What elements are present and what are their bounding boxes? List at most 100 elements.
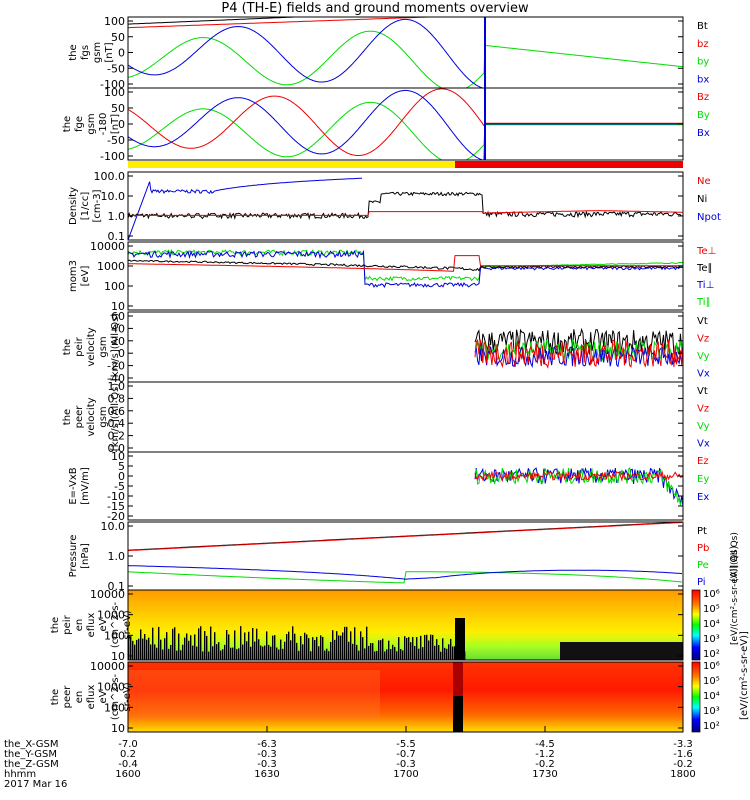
- ylabel: velocity: [86, 397, 97, 436]
- ylabel: [nT]: [104, 42, 115, 62]
- ytick-label: 0.4: [108, 417, 126, 430]
- legend-Bt: Bt: [697, 21, 708, 32]
- peir-gap: [370, 643, 372, 660]
- ylabel: the: [62, 339, 73, 355]
- ylabel: [1/cc]: [80, 192, 91, 221]
- peir-gap: [302, 644, 304, 660]
- peir-gap: [134, 644, 136, 660]
- panel-frame-temp: [127, 241, 684, 311]
- xtick-label: -6.3: [257, 739, 277, 750]
- peir-gap: [250, 646, 252, 660]
- peir-gap: [220, 650, 222, 660]
- peir-gap: [280, 639, 282, 660]
- peir-gap: [278, 649, 280, 660]
- xtick-label: -0.3: [257, 749, 277, 760]
- peir-gap: [138, 638, 140, 660]
- peir-gap: [264, 645, 266, 660]
- peir-gap: [152, 627, 154, 660]
- legend-by: by: [697, 57, 709, 68]
- peir-gap: [434, 645, 436, 660]
- By-line: [127, 101, 683, 161]
- peir-gap: [398, 637, 400, 660]
- legend-Pt: Pt: [697, 526, 707, 537]
- peir-gap: [404, 636, 406, 660]
- peir-gap: [292, 626, 294, 660]
- peir-gap: [290, 640, 292, 660]
- ylabel: mom3: [68, 260, 79, 292]
- peir-gap: [196, 646, 198, 660]
- colorbar-label: [eV/(cm²-s-sr-eV)]: [739, 631, 750, 720]
- ytick-label: 0.0: [108, 442, 126, 455]
- peir-gap: [392, 644, 394, 660]
- peir-gap: [192, 645, 194, 660]
- peir-gap: [248, 631, 250, 660]
- Bz-line: [127, 88, 683, 156]
- ylabel: (cm^2-s-: [110, 673, 121, 720]
- xtick-label: 1700: [393, 769, 418, 780]
- ne-line: [128, 210, 683, 216]
- peir-gap: [172, 628, 174, 660]
- ytick-label: 0.1: [108, 580, 126, 593]
- pe-line: [127, 571, 683, 584]
- peir-gap: [418, 648, 420, 660]
- peir-gap: [244, 632, 246, 660]
- peir-gap: [428, 640, 430, 660]
- legend-Vt: Vt: [697, 386, 708, 397]
- peir-gap: [432, 634, 434, 660]
- ytick-label: 10.0: [101, 190, 126, 203]
- ni-line: [127, 191, 683, 221]
- peir-gap: [216, 644, 218, 660]
- ytick-label: -20: [107, 360, 125, 373]
- peir-gap: [334, 639, 336, 660]
- ytick-label: 100: [104, 15, 125, 28]
- peir-gap: [326, 648, 328, 660]
- peir-gap: [200, 626, 202, 660]
- peir-gap: [420, 635, 422, 660]
- peir-gap: [332, 630, 334, 660]
- xtick-label: -1.6: [673, 749, 693, 760]
- legend-Ex: Ex: [697, 492, 709, 503]
- peir-gap: [390, 649, 392, 660]
- peir-gap: [386, 649, 388, 660]
- ylabel: en: [74, 619, 85, 632]
- ylabel: Density: [68, 187, 79, 225]
- peir-gap: [436, 639, 438, 660]
- ytick-label: 0.6: [108, 405, 126, 418]
- xtick-label: -0.4: [118, 759, 138, 770]
- xtick-label: -0.2: [535, 759, 555, 770]
- peir-gap: [296, 642, 298, 660]
- ytick-label: 1000: [97, 609, 125, 622]
- peir-gap: [448, 644, 450, 660]
- peir-gap: [338, 635, 340, 660]
- peir-gap: [254, 641, 256, 660]
- peir-gap: [380, 640, 382, 660]
- legend-Vx: Vx: [697, 439, 710, 450]
- ylabel: en: [74, 691, 85, 704]
- ytick-label: 10000: [90, 660, 125, 673]
- peir-gap: [236, 649, 238, 660]
- by-line: [127, 30, 684, 89]
- xaxis-row-label: hhmm: [4, 769, 36, 780]
- peir-gap: [402, 650, 404, 660]
- peir-gap: [412, 637, 414, 660]
- peir-gap: [376, 650, 378, 660]
- peir-gap: [186, 633, 188, 660]
- ytick-label: 10: [111, 722, 125, 735]
- legend-Vz: Vz: [697, 334, 709, 345]
- ylabel: the: [62, 116, 73, 132]
- ylabel: sr-eV): [122, 682, 133, 711]
- peir-gap: [262, 646, 264, 660]
- peir-gap: [364, 648, 366, 660]
- ytick-label: -20: [107, 510, 125, 523]
- peir-gap: [416, 637, 418, 660]
- peir-gap: [444, 647, 446, 660]
- legend-Bz: Bz: [697, 92, 709, 103]
- legend-Te⊥: Te⊥: [696, 246, 716, 257]
- ytick-label: 10000: [90, 588, 125, 601]
- legend-note: (All Qs): [729, 545, 740, 582]
- peir-gap: [232, 647, 234, 660]
- peir-gap: [346, 626, 348, 660]
- peir-gap: [146, 639, 148, 660]
- peir-gap: [286, 634, 288, 660]
- peir-gap: [162, 649, 164, 660]
